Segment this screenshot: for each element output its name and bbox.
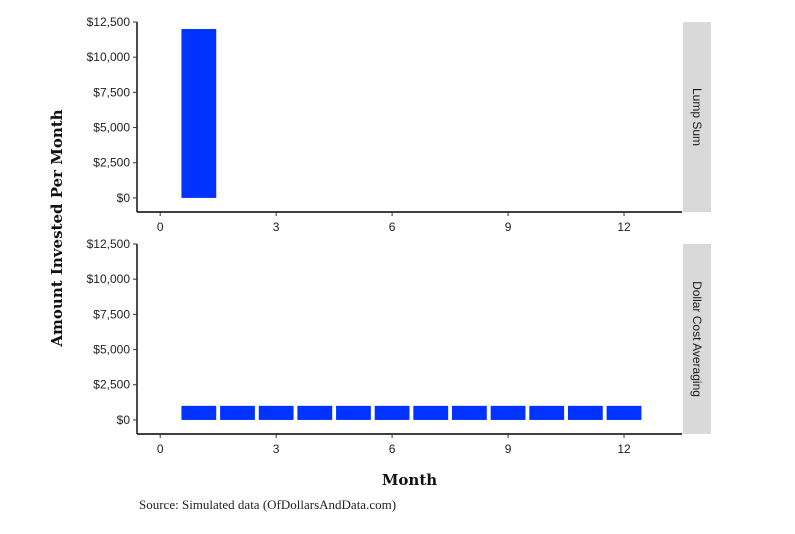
bar [374, 405, 410, 420]
x-tick-label: 12 [617, 220, 631, 234]
y-tick-label: $5,000 [93, 121, 130, 135]
bar [181, 29, 217, 198]
facet-strip [683, 22, 711, 212]
y-tick-label: $10,000 [87, 50, 131, 64]
x-tick-label: 12 [617, 442, 631, 456]
source-caption: Source: Simulated data (OfDollarsAndData… [139, 497, 396, 512]
bar [452, 405, 487, 420]
y-tick-label: $0 [117, 191, 131, 205]
y-axis-label: Amount Invested Per Month [48, 109, 66, 347]
panel-2: $0 $2,500 $5,000 $7,500 $10,000 $12,500 0 3 6 9 12… [87, 237, 711, 456]
facet-strip [683, 244, 711, 434]
y-tick-label: $10,000 [87, 272, 131, 286]
x-tick-label: 9 [505, 442, 512, 456]
x-axis-label: Month [382, 471, 437, 489]
facet-strip-label: Dollar Cost Averaging [690, 281, 704, 397]
y-tick-label: $12,500 [87, 15, 131, 29]
panels-layer: $0 $2,500 $5,000 $7,500 $10,000 $12,500 0 3 6 9 12… [87, 15, 711, 456]
bar [529, 405, 565, 420]
y-tick-label: $2,500 [93, 378, 130, 392]
x-tick-label: 9 [505, 220, 512, 234]
bar [490, 405, 526, 420]
y-tick-label: $2,500 [93, 156, 130, 170]
x-tick-label: 3 [273, 442, 280, 456]
x-tick-label: 6 [389, 220, 396, 234]
bar [258, 405, 294, 420]
facet-strip-label: Lump Sum [690, 88, 704, 146]
bar [297, 405, 333, 420]
bar [336, 405, 371, 420]
bar [220, 405, 255, 420]
bar [567, 405, 603, 420]
y-tick-label: $7,500 [93, 307, 130, 321]
panel-1: $0 $2,500 $5,000 $7,500 $10,000 $12,500 0 3 6 9 12… [87, 15, 711, 234]
x-tick-label: 3 [273, 220, 280, 234]
y-tick-label: $0 [117, 413, 131, 427]
bar [606, 405, 642, 420]
x-tick-label: 0 [157, 442, 164, 456]
bar [181, 405, 217, 420]
x-tick-label: 0 [157, 220, 164, 234]
bar [413, 405, 449, 420]
y-tick-label: $12,500 [87, 237, 131, 251]
x-tick-label: 6 [389, 442, 396, 456]
y-tick-label: $7,500 [93, 85, 130, 99]
y-tick-label: $5,000 [93, 343, 130, 357]
